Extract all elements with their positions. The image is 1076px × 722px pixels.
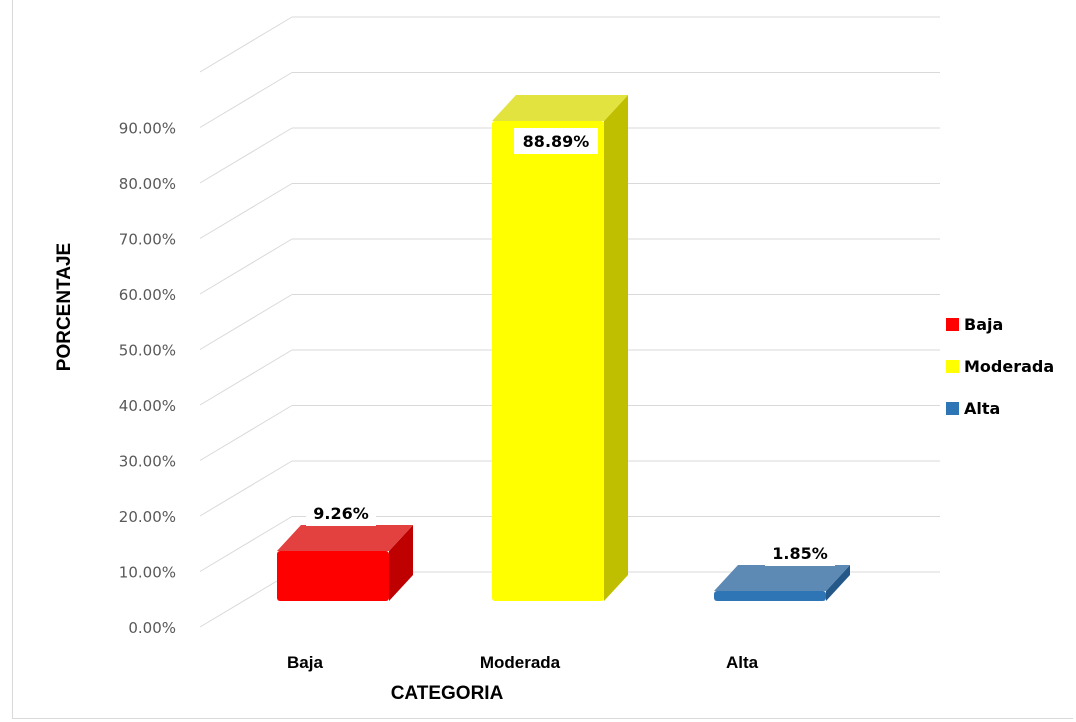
chart-frame (12, 0, 1073, 719)
data-label-baja: 9.26% (306, 499, 376, 526)
legend-label: Baja (964, 315, 1003, 334)
y-axis-ticks: 0.00% 10.00% 20.00% 30.00% 40.00% 50.00% 60.00… (119, 120, 176, 638)
x-axis-categories: Baja Moderada Alta (287, 653, 759, 672)
bar-side-face (604, 94, 628, 601)
x-axis-title: CATEGORIA (391, 683, 504, 704)
y-tick-label: 90.00% (119, 120, 176, 138)
y-tick-label: 80.00% (119, 175, 176, 193)
data-label-text: 1.85% (772, 544, 828, 563)
data-label-box (306, 499, 376, 526)
legend-label: Alta (964, 399, 1000, 418)
data-label-alta: 1.85% (765, 540, 835, 567)
gridline-diagonal (199, 349, 293, 406)
x-tick-label: Alta (726, 653, 759, 672)
legend-entry-baja: Baja (946, 315, 1003, 334)
gridline-diagonal (199, 183, 293, 239)
gridline-diagonal (199, 294, 293, 350)
y-tick-label: 10.00% (119, 564, 176, 582)
gridline-diagonal (199, 460, 293, 517)
legend-entry-alta: Alta (946, 399, 1000, 418)
bar-side-face (389, 524, 413, 601)
data-label-box (765, 540, 835, 567)
bar-front-face (492, 120, 604, 601)
y-tick-label: 60.00% (119, 286, 176, 304)
data-label-box (514, 127, 598, 154)
bar-top-face (714, 565, 850, 592)
bar-moderada (492, 94, 628, 601)
data-label-text: 9.26% (313, 504, 369, 523)
legend-swatch (946, 402, 959, 415)
y-tick-label: 30.00% (119, 453, 176, 471)
x-tick-label: Baja (287, 653, 323, 672)
bar-side-face (826, 565, 850, 601)
bar-front-face (714, 591, 826, 601)
bar-front-face (277, 550, 389, 601)
bar-baja (277, 524, 413, 601)
gridline-diagonal (199, 16, 293, 73)
y-tick-label: 70.00% (119, 231, 176, 249)
bars (277, 94, 850, 601)
gridline-diagonal (199, 127, 293, 184)
y-tick-label: 20.00% (119, 508, 176, 526)
bar-alta (714, 565, 850, 601)
bar-top-face (492, 94, 628, 121)
legend-entry-moderada: Moderada (946, 357, 1054, 376)
y-tick-label: 0.00% (128, 619, 176, 637)
y-tick-label: 50.00% (119, 342, 176, 360)
gridline-diagonal (199, 72, 293, 128)
gridline-diagonal (199, 571, 293, 628)
gridline-diagonal (199, 238, 293, 295)
y-axis-title: PORCENTAJE (54, 243, 75, 371)
legend-label: Moderada (964, 357, 1054, 376)
data-label-text: 88.89% (523, 132, 590, 151)
y-tick-label: 40.00% (119, 397, 176, 415)
gridline-diagonal (199, 516, 293, 572)
gridline-diagonal (199, 405, 293, 461)
data-label-moderada: 88.89% (514, 127, 598, 154)
bar-top-face (277, 524, 413, 551)
legend-swatch (946, 318, 959, 331)
legend: Baja Moderada Alta (946, 315, 1054, 418)
legend-swatch (946, 360, 959, 373)
x-tick-label: Moderada (480, 653, 561, 672)
data-labels: 9.26% 88.89% 1.85% (306, 127, 835, 567)
